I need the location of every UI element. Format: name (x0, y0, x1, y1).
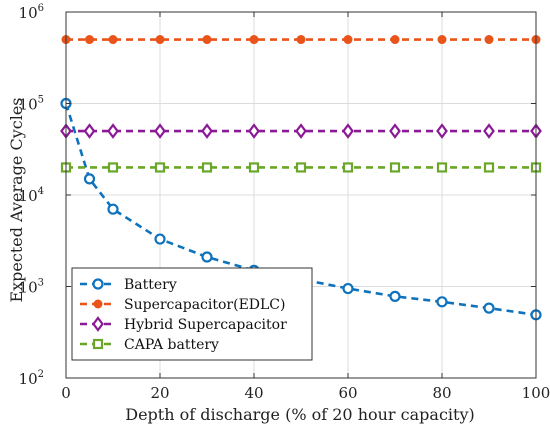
data-point (436, 296, 448, 308)
data-point (296, 35, 306, 45)
data-point (342, 282, 354, 295)
y-tick-exponent: 3 (38, 278, 44, 289)
series-3 (60, 162, 542, 173)
y-tick-exponent: 6 (38, 3, 44, 14)
data-point (390, 35, 400, 45)
legend-label: Hybrid Supercapacitor (124, 317, 287, 333)
data-point (483, 302, 495, 314)
data-point (437, 35, 447, 45)
legend-marker (92, 278, 104, 290)
data-point (201, 123, 213, 139)
data-point (249, 35, 259, 45)
data-point (436, 162, 448, 173)
data-point (484, 35, 494, 45)
data-point (154, 162, 166, 173)
series-2 (60, 123, 542, 139)
data-point (295, 162, 307, 173)
data-point (202, 35, 212, 45)
series-line-0 (64, 103, 537, 317)
y-tick-exponent: 4 (38, 186, 44, 197)
x-tick-label: 0 (61, 384, 71, 402)
x-tick-label: 40 (244, 384, 263, 402)
series-layer (60, 35, 542, 321)
y-tick-exponent: 5 (38, 95, 44, 106)
legend-label: Battery (124, 277, 177, 293)
data-point (83, 173, 96, 185)
data-point (483, 123, 495, 139)
data-point (107, 203, 119, 215)
legend-marker (93, 299, 103, 309)
legend-marker (92, 338, 104, 350)
x-tick-label: 20 (150, 384, 169, 402)
data-point (342, 123, 354, 139)
data-point (107, 123, 119, 139)
legend-label: CAPA battery (124, 337, 219, 353)
data-point (107, 162, 119, 173)
data-point (85, 35, 94, 45)
y-tick-exponent: 2 (38, 369, 44, 380)
data-point (155, 35, 165, 45)
data-point (389, 162, 401, 173)
x-tick-label: 80 (432, 384, 451, 402)
data-point (108, 35, 118, 45)
data-point (436, 123, 448, 139)
data-point (389, 290, 401, 302)
data-point (248, 162, 260, 173)
x-tick-label: 100 (522, 384, 550, 402)
data-point (295, 123, 307, 139)
data-point (248, 123, 260, 139)
data-point (389, 123, 401, 139)
data-point (201, 162, 213, 173)
y-tick-label: 102 (19, 369, 44, 388)
data-point (154, 233, 166, 245)
x-tick-label: 60 (338, 384, 357, 402)
legend-box (71, 267, 313, 361)
y-axis-title: Expected Average Cycles (7, 97, 26, 302)
series-1 (61, 35, 541, 45)
data-point (154, 123, 166, 139)
data-point (343, 35, 353, 45)
data-point (83, 123, 96, 139)
data-point (483, 162, 495, 173)
legend-marker (92, 316, 104, 332)
x-axis-title: Depth of discharge (% of 20 hour capacit… (125, 405, 474, 424)
legend-label: Supercapacitor(EDLC) (124, 297, 286, 313)
data-point (201, 251, 213, 263)
legend: Battery Supercapacitor(EDLC) Hybrid Superc… (71, 267, 313, 361)
data-point (342, 162, 354, 173)
y-tick-label: 106 (19, 3, 44, 22)
